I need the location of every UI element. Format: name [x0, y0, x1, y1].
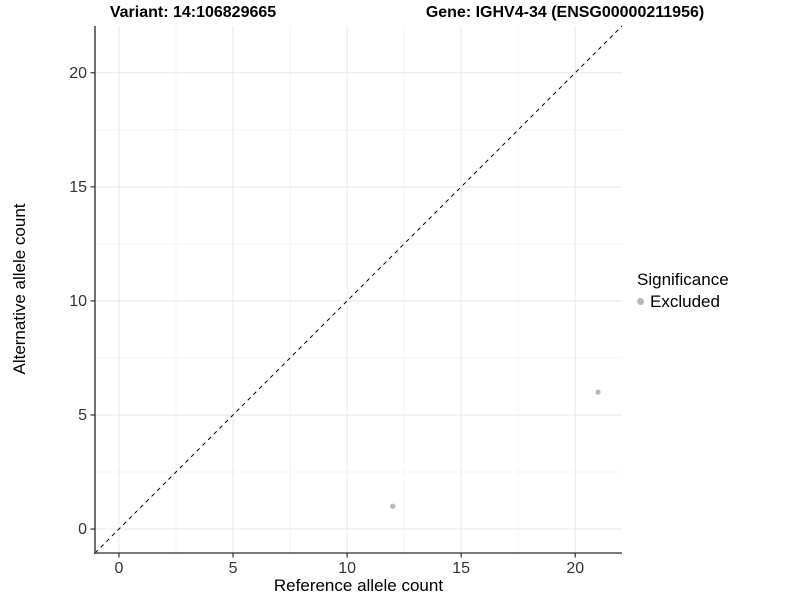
x-tick-label: 15 — [452, 560, 470, 577]
legend-title: Significance — [637, 270, 729, 289]
x-tick-label: 20 — [566, 560, 584, 577]
identity-line — [94, 25, 623, 554]
plot-title-gene: Gene: IGHV4-34 (ENSG00000211956) — [425, 4, 705, 21]
legend-point-icon — [637, 298, 644, 305]
x-tick-label: 5 — [229, 560, 238, 577]
y-tick-label: 20 — [69, 65, 87, 82]
y-tick-label: 10 — [69, 293, 87, 310]
y-tick-label: 15 — [69, 179, 87, 196]
legend: Significance Excluded — [636, 270, 729, 311]
plot-title-variant: Variant: 14:106829665 — [109, 4, 277, 21]
data-point — [390, 503, 396, 509]
x-axis-title: Reference allele count — [273, 576, 444, 595]
legend-item-label: Excluded — [650, 291, 720, 311]
y-tick-label: 0 — [78, 521, 87, 538]
y-axis-title: Alternative allele count — [10, 203, 29, 375]
x-tick-label: 0 — [115, 560, 124, 577]
x-tick-label: 10 — [338, 560, 356, 577]
data-point — [595, 389, 601, 395]
legend-item-excluded: Excluded — [636, 292, 729, 311]
y-tick-label: 5 — [78, 407, 87, 424]
